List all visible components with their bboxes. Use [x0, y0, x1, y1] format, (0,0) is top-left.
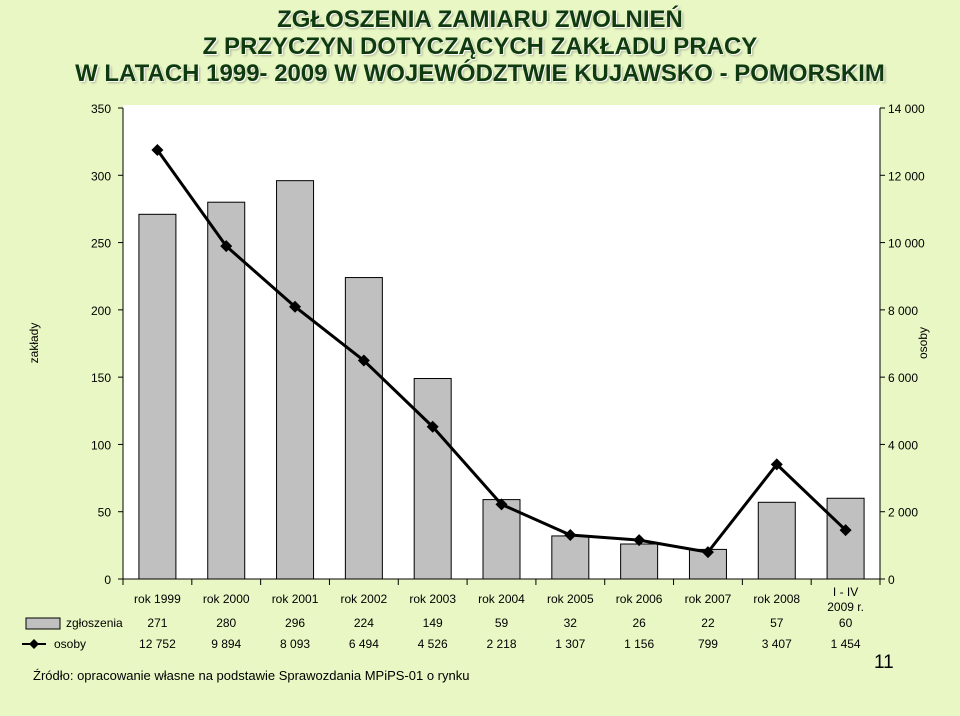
bar-zgloszenia	[757, 501, 796, 580]
source-note: Źródło: opracowanie własne na podstawie …	[33, 668, 470, 683]
bar-zgloszenia	[138, 213, 177, 580]
y-tick-label-left: 250	[91, 237, 111, 251]
y-tick-label-right: 4 000	[888, 438, 918, 452]
x-tick-label: rok 2007	[685, 592, 732, 606]
x-tick-label: rok 2004	[478, 592, 525, 606]
legend-label-osoby: osoby	[54, 637, 86, 651]
data-label-zgloszenia: 280	[216, 616, 236, 630]
title-line-3: W LATACH 1999- 2009 W WOJEWÓDZTWIE KUJAW…	[75, 60, 885, 87]
data-label-osoby: 1 307	[555, 637, 585, 651]
y-tick-label-left: 200	[91, 304, 111, 318]
marker-osoby	[495, 498, 508, 511]
marker-osoby	[633, 534, 646, 547]
marker-osoby	[220, 240, 233, 253]
bar-zgloszenia	[413, 377, 452, 580]
bar-zgloszenia	[344, 277, 383, 580]
data-label-zgloszenia: 60	[839, 616, 853, 630]
bar-zgloszenia	[620, 543, 659, 580]
y-tick-label-right: 10 000	[888, 237, 925, 251]
y-tick-label-left: 100	[91, 438, 111, 452]
y-tick-label-left: 300	[91, 169, 111, 183]
y-tick-label-right: 2 000	[888, 506, 918, 520]
data-label-zgloszenia: 59	[495, 616, 509, 630]
y-tick-label-left: 0	[104, 573, 111, 587]
bar-zgloszenia	[276, 180, 315, 580]
y-tick-label-left: 350	[91, 102, 111, 116]
y-axis-title-right: osoby	[916, 327, 930, 359]
data-label-osoby: 4 526	[418, 637, 448, 651]
y-tick-label-right: 0	[888, 573, 895, 587]
marker-osoby	[564, 529, 577, 542]
data-label-zgloszenia: 149	[423, 616, 443, 630]
marker-osoby	[426, 420, 439, 433]
data-label-osoby: 6 494	[349, 637, 379, 651]
y-tick-label-left: 150	[91, 371, 111, 385]
data-label-osoby: 9 894	[211, 637, 241, 651]
data-label-zgloszenia: 22	[701, 616, 715, 630]
data-label-zgloszenia: 296	[285, 616, 305, 630]
y-tick-label-right: 6 000	[888, 371, 918, 385]
y-tick-label-left: 50	[98, 506, 112, 520]
title-line-2: Z PRZYCZYN DOTYCZĄCYCH ZAKŁADU PRACY	[202, 33, 758, 60]
legend-label-zgloszenia: zgłoszenia	[66, 616, 123, 630]
data-label-zgloszenia: 26	[632, 616, 646, 630]
marker-osoby	[770, 458, 783, 471]
y-tick-label-right: 12 000	[888, 169, 925, 183]
bar-zgloszenia	[551, 535, 590, 580]
data-label-osoby: 1 454	[831, 637, 861, 651]
y-tick-label-right: 8 000	[888, 304, 918, 318]
data-label-osoby: 3 407	[762, 637, 792, 651]
data-label-osoby: 8 093	[280, 637, 310, 651]
data-label-zgloszenia: 32	[564, 616, 578, 630]
bar-zgloszenia	[826, 497, 865, 580]
y-tick-label-right: 14 000	[888, 102, 925, 116]
x-tick-label: rok 2003	[409, 592, 456, 606]
bar-zgloszenia	[207, 201, 246, 580]
x-tick-label: I - IV 2009 r.	[827, 585, 864, 614]
x-tick-label: rok 1999	[134, 592, 181, 606]
x-tick-label: rok 2008	[753, 592, 800, 606]
marker-osoby	[839, 524, 852, 537]
data-label-osoby: 12 752	[139, 637, 176, 651]
x-tick-label: rok 2001	[272, 592, 319, 606]
data-label-osoby: 2 218	[486, 637, 516, 651]
x-tick-label: rok 2002	[341, 592, 388, 606]
legend-swatch-zgloszenia	[25, 617, 61, 630]
data-label-osoby: 1 156	[624, 637, 654, 651]
x-tick-label: rok 2000	[203, 592, 250, 606]
data-label-zgloszenia: 271	[147, 616, 167, 630]
marker-osoby	[289, 300, 302, 313]
data-label-zgloszenia: 57	[770, 616, 784, 630]
marker-osoby	[151, 143, 164, 156]
x-tick-label: rok 2006	[616, 592, 663, 606]
legend-marker-osoby	[29, 639, 39, 649]
line-osoby	[156, 149, 847, 554]
page-number: 11	[874, 652, 894, 673]
x-tick-label: rok 2005	[547, 592, 594, 606]
marker-osoby	[357, 354, 370, 367]
data-label-osoby: 799	[698, 637, 718, 651]
marker-osoby	[701, 546, 714, 559]
y-axis-title-left: zakłady	[27, 323, 41, 364]
title-line-1: ZGŁOSZENIA ZAMIARU ZWOLNIEŃ	[277, 6, 683, 33]
bar-zgloszenia	[482, 499, 521, 580]
data-label-zgloszenia: 224	[354, 616, 374, 630]
